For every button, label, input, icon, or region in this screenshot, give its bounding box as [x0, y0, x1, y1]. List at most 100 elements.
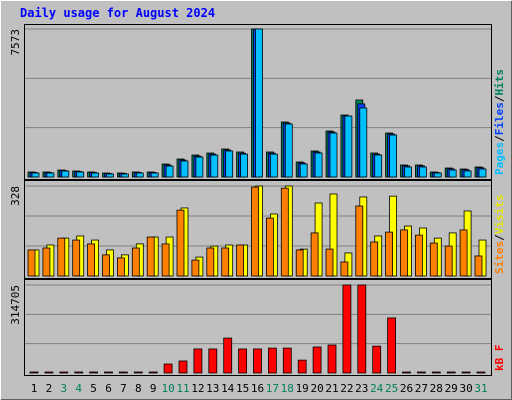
- legend-entry: Files: [493, 102, 506, 135]
- y-tick-label: 7573: [9, 29, 22, 56]
- legend-entry: Hits: [493, 69, 506, 96]
- x-tick-label: 10: [161, 382, 174, 395]
- x-tick-label: 17: [266, 382, 279, 395]
- bar: [340, 261, 349, 277]
- bar: [146, 236, 155, 277]
- bar: [91, 172, 99, 178]
- bar: [178, 360, 188, 374]
- legend: Pages/Files/Hits: [493, 69, 506, 175]
- bar: [119, 371, 128, 374]
- bar: [474, 255, 483, 277]
- chart-title: Daily usage for August 2024: [20, 6, 215, 20]
- bar: [402, 371, 411, 374]
- bar: [282, 347, 292, 374]
- bar: [370, 241, 379, 277]
- bar: [191, 259, 200, 277]
- bar: [312, 346, 322, 374]
- legend-separator: /: [493, 234, 506, 241]
- x-tick-label: 16: [251, 382, 264, 395]
- bar: [150, 172, 159, 178]
- bar: [400, 229, 408, 277]
- bar: [31, 172, 40, 178]
- bar: [76, 171, 85, 178]
- bar: [148, 371, 158, 374]
- bar: [372, 345, 382, 374]
- x-tick-label: 18: [281, 382, 294, 395]
- bar: [418, 166, 427, 178]
- bar: [59, 371, 69, 374]
- bar: [459, 229, 468, 277]
- x-tick-label: 5: [90, 382, 97, 395]
- bar: [314, 152, 323, 178]
- legend-entry: Pages: [493, 142, 506, 175]
- x-tick-label: 9: [150, 382, 157, 395]
- bar: [106, 173, 114, 178]
- legend-entry: Sites: [493, 241, 506, 274]
- legend: Sites/Visits: [493, 195, 506, 275]
- x-tick-label: 22: [340, 382, 353, 395]
- bar: [135, 172, 144, 178]
- bar: [310, 232, 319, 277]
- bar: [389, 134, 398, 178]
- x-tick-label: 7: [120, 382, 127, 395]
- x-tick-label: 24: [370, 382, 384, 395]
- bar: [404, 166, 412, 178]
- bar: [27, 249, 36, 277]
- bar: [193, 348, 203, 374]
- bar: [102, 254, 110, 277]
- x-tick-label: 21: [325, 382, 338, 395]
- y-tick-label: 328: [9, 186, 22, 206]
- x-tick-label: 3: [60, 382, 67, 395]
- bar: [295, 249, 304, 277]
- bar: [329, 193, 338, 277]
- bar: [121, 173, 129, 178]
- bar: [253, 348, 262, 374]
- x-tick-label: 20: [310, 382, 323, 395]
- bar: [29, 371, 39, 374]
- bar: [206, 247, 215, 277]
- x-tick-label: 27: [415, 382, 428, 395]
- bar: [327, 344, 337, 374]
- bar: [446, 371, 456, 374]
- bar: [374, 154, 383, 178]
- x-tick-label: 23: [355, 382, 368, 395]
- bar: [385, 231, 394, 277]
- bar: [236, 244, 245, 277]
- x-tick-label: 15: [236, 382, 249, 395]
- bar: [165, 165, 174, 178]
- bar: [208, 348, 218, 374]
- legend-separator: /: [493, 135, 506, 142]
- bar: [255, 28, 263, 178]
- bar: [240, 153, 249, 178]
- bar: [44, 371, 54, 374]
- y-tick-label: 314705: [9, 285, 22, 325]
- legend-separator: /: [493, 95, 506, 102]
- bar: [269, 153, 278, 178]
- x-tick-label: 25: [385, 382, 398, 395]
- bar: [431, 371, 441, 374]
- bar: [180, 160, 189, 178]
- legend-entry: kB F: [493, 345, 506, 372]
- bar: [221, 247, 230, 277]
- bar: [280, 187, 289, 277]
- bar: [104, 371, 113, 374]
- bar: [344, 115, 353, 178]
- bar: [414, 234, 423, 277]
- bar: [72, 239, 81, 277]
- bar: [87, 243, 95, 277]
- bar: [284, 123, 293, 178]
- bar: [117, 257, 125, 277]
- bar: [461, 371, 471, 374]
- x-tick-label: 30: [459, 382, 472, 395]
- bar: [267, 347, 277, 374]
- bar: [223, 337, 233, 374]
- x-tick-label: 1: [31, 382, 38, 395]
- bar: [416, 371, 426, 374]
- bar: [342, 284, 352, 374]
- x-tick-label: 12: [191, 382, 204, 395]
- bar: [478, 168, 487, 178]
- x-tick-label: 13: [206, 382, 219, 395]
- bar: [61, 170, 70, 178]
- x-tick-label: 31: [474, 382, 487, 395]
